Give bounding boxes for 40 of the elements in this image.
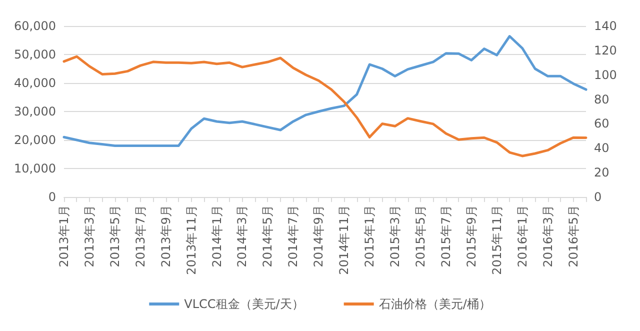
x-tick-label: 2016年1月 (515, 205, 530, 268)
y2-tick-label: 140 (594, 19, 617, 33)
x-tick-label: 2014年1月 (210, 205, 224, 268)
x-tick-label: 2015年1月 (362, 205, 377, 268)
y2-tick-label: 100 (594, 68, 617, 82)
x-tick-label: 2014年7月 (286, 205, 300, 268)
x-tick-label: 2013年11月 (184, 205, 198, 275)
x-tick-label: 2013年1月 (57, 205, 71, 268)
x-tick-label: 2013年5月 (108, 205, 122, 268)
line-series (62, 35, 588, 147)
y2-tick-label: 0 (594, 190, 602, 204)
legend-label: 石油价格（美元/桶） (378, 297, 491, 311)
y2-tick-label: 40 (594, 141, 610, 156)
y-tick-label: 10,000 (14, 162, 56, 176)
x-tick-label: 2015年3月 (388, 205, 402, 268)
x-tick-label: 2013年9月 (158, 205, 173, 268)
legend-label: VLCC租金（美元/天） (184, 297, 304, 311)
x-tick-label: 2014年5月 (260, 205, 275, 268)
y-tick-label: 60,000 (14, 19, 56, 33)
x-tick-label: 2016年3月 (540, 205, 555, 268)
x-tick-label: 2016年5月 (566, 205, 580, 268)
y2-tick-label: 20 (594, 166, 610, 180)
y-tick-label: 30,000 (14, 104, 56, 118)
x-tick-label: 2015年5月 (413, 205, 428, 268)
x-tick-label: 2015年11月 (490, 205, 504, 275)
x-tick-label: 2015年9月 (464, 205, 478, 268)
y2-tick-label: 120 (594, 43, 617, 58)
x-tick-label: 2014年9月 (312, 205, 326, 268)
y-tick-label: 40,000 (14, 76, 56, 90)
y-tick-label: 20,000 (14, 133, 56, 147)
y-tick-label: 50,000 (14, 48, 56, 62)
y2-tick-label: 80 (594, 92, 610, 106)
x-tick-label: 2013年3月 (82, 205, 96, 268)
line-series (62, 55, 588, 158)
x-tick-label: 2015年7月 (438, 205, 453, 268)
y2-tick-label: 60 (594, 116, 610, 131)
x-tick-label: 2014年3月 (235, 205, 250, 268)
x-tick-label: 2014年11月 (337, 205, 352, 275)
y-tick-label: 0 (48, 190, 56, 204)
x-tick-label: 2013年7月 (133, 205, 148, 268)
